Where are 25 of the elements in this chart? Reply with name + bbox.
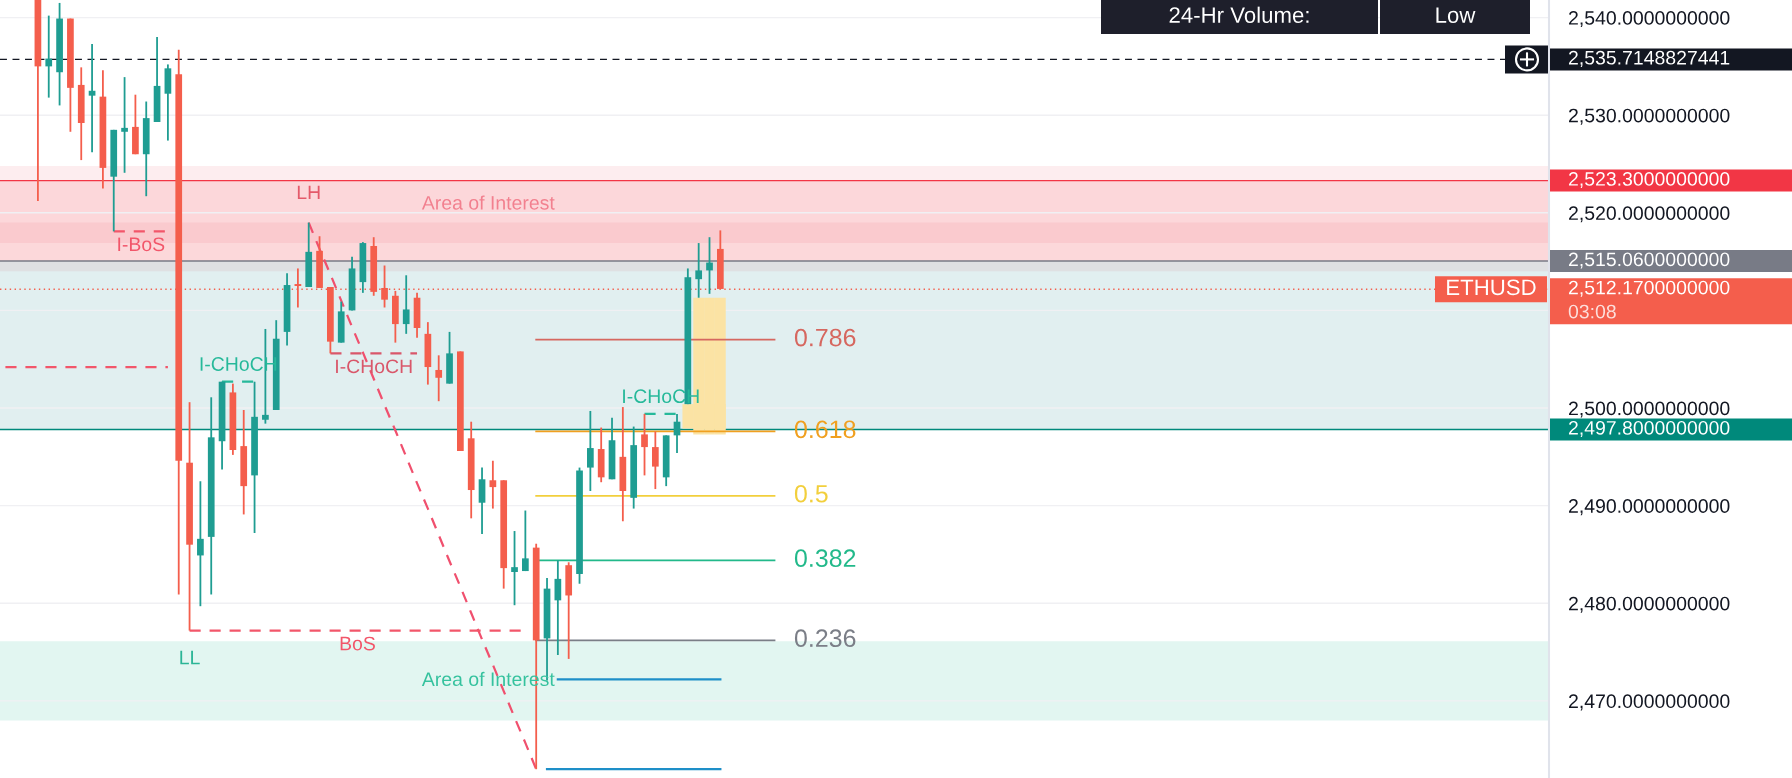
annotation: 24-Hr Volume:	[1169, 6, 1309, 23]
series-label: 0.786	[794, 328, 856, 347]
series-label: 0.236	[794, 629, 856, 648]
ref-line-label: 2,523.3000000000	[1568, 172, 1730, 189]
y-tick-label: 2,500.0000000000	[1569, 401, 1730, 418]
y-tick-label: 2,530.0000000000	[1569, 108, 1730, 125]
series-label: I-BoS	[118, 237, 165, 252]
ref-line-label: 2,497.8000000000	[1568, 420, 1730, 438]
ref-line-label: 2,535.7148827441	[1568, 50, 1730, 67]
y-tick-label: 2,480.0000000000	[1569, 596, 1730, 613]
series-label: 0.5	[794, 484, 828, 503]
y-tick-label: 2,540.0000000000	[1569, 11, 1730, 28]
band-label: Area of Interest	[421, 195, 555, 210]
annotation: LH	[297, 185, 320, 200]
y-tick-label: 2,470.0000000000	[1569, 694, 1730, 711]
series-label: I-CHoCH	[336, 359, 412, 374]
annotation: ETHUSD	[1447, 279, 1536, 296]
y-tick-label: 2,490.0000000000	[1569, 499, 1730, 516]
ref-line-label: 2,515.0600000000	[1568, 252, 1730, 269]
y-tick-label: 2,520.0000000000	[1569, 206, 1730, 223]
annotation: LL	[180, 650, 200, 665]
series-label: BoS	[340, 636, 375, 651]
annotation: Low	[1436, 7, 1476, 23]
series-label: 0.382	[794, 549, 856, 568]
ref-line-label: 2,512.1700000000 03:08	[1568, 280, 1730, 319]
